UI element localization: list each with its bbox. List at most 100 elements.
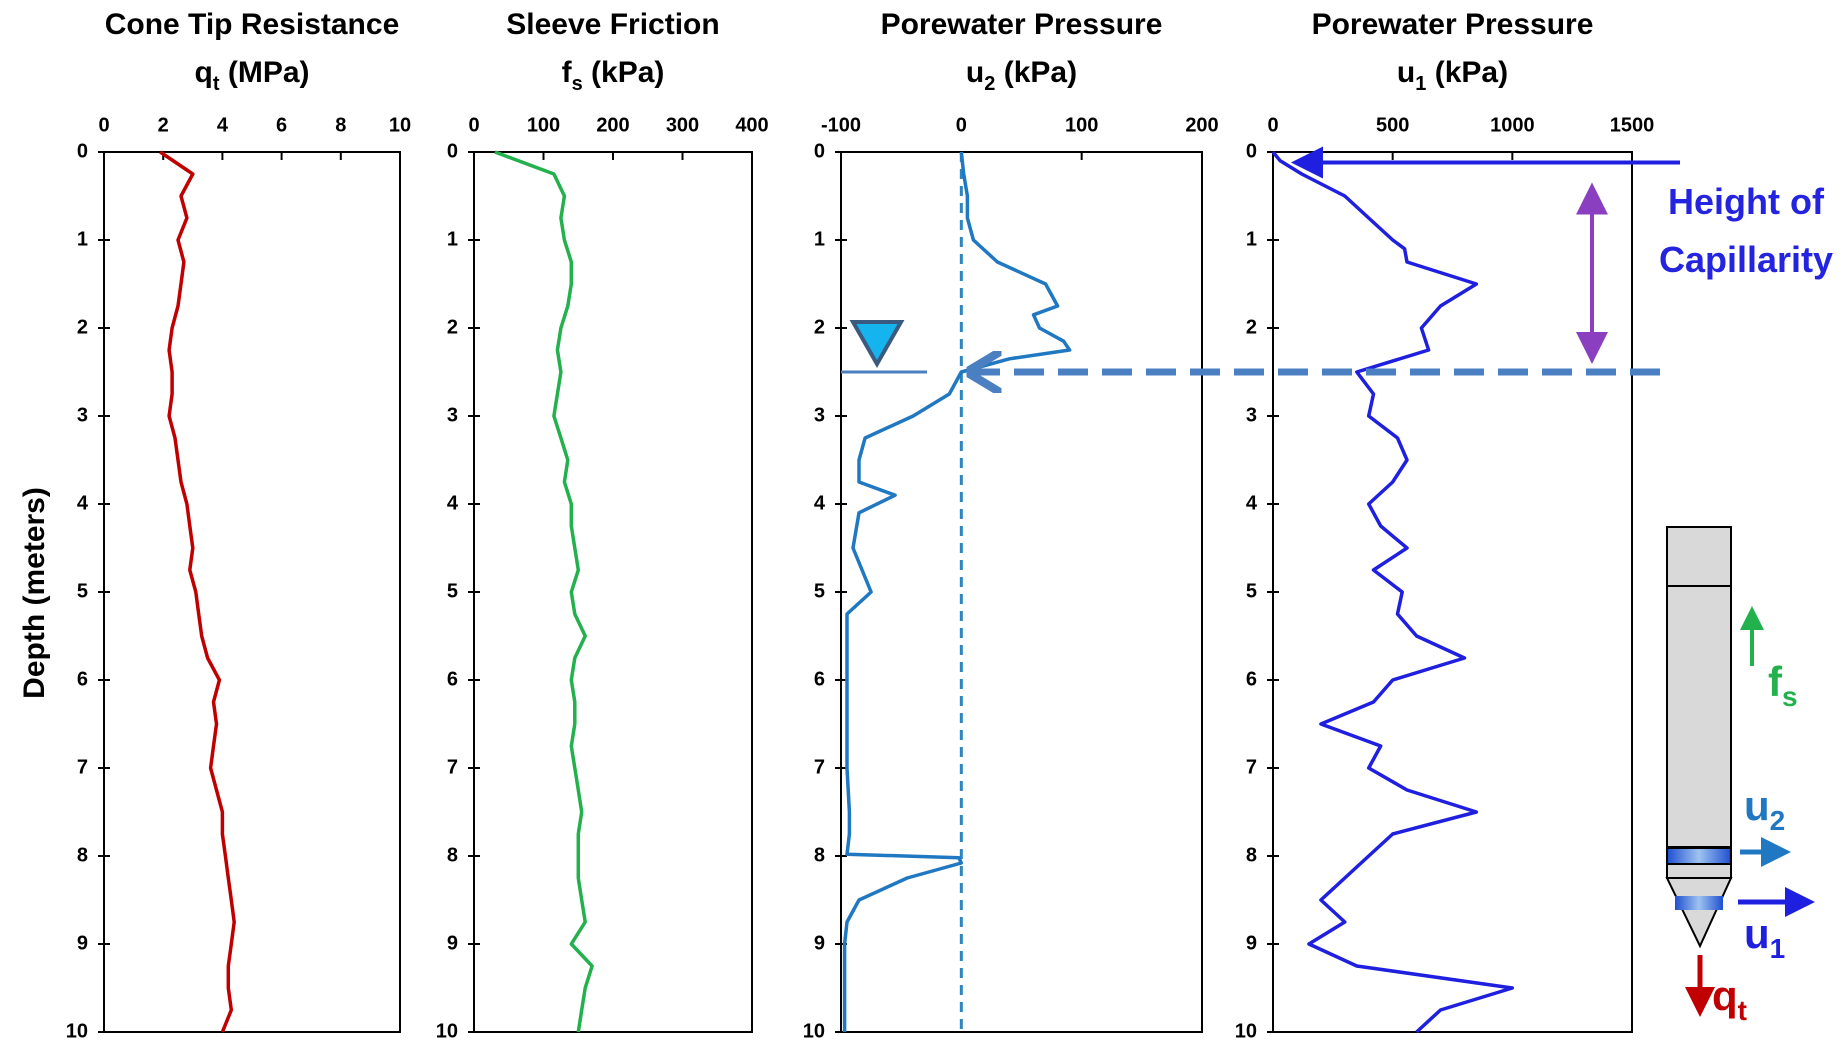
x-label-subscript: 1: [1415, 73, 1426, 95]
chart-title: Porewater Pressure: [881, 8, 1163, 41]
chart-title: Cone Tip Resistance: [105, 8, 400, 41]
x-tick-label: 500: [1376, 114, 1409, 136]
x-tick-label: -100: [821, 114, 861, 136]
x-tick-label: 10: [389, 114, 411, 136]
y-tick-label: 5: [814, 580, 825, 602]
y-tick-label: 10: [803, 1020, 825, 1042]
y-tick-label: 2: [814, 316, 825, 338]
x-axis-label: fs (kPa): [562, 56, 665, 95]
x-tick-label: 100: [527, 114, 560, 136]
x-label-symbol: q: [195, 56, 213, 89]
x-label-subscript: s: [572, 73, 583, 95]
y-tick-label: 1: [77, 228, 88, 250]
plot-frame: [1272, 151, 1633, 1033]
probe-diagram: [1665, 526, 1815, 1017]
y-tick-label: 0: [77, 140, 88, 162]
x-tick-label: 100: [1065, 114, 1098, 136]
qt-label: qt: [1712, 972, 1747, 1026]
x-label-unit: (kPa): [1426, 56, 1508, 89]
y-tick-label: 4: [77, 492, 89, 514]
x-axis-label: u1 (kPa): [1397, 56, 1508, 95]
x-axis-label: qt (MPa): [195, 56, 310, 95]
y-tick-label: 4: [447, 492, 459, 514]
y-tick-label: 6: [447, 668, 458, 690]
u2-label: u2: [1744, 782, 1785, 836]
y-tick-label: 7: [447, 756, 458, 778]
x-tick-label: 200: [1185, 114, 1218, 136]
x-tick-label: 1000: [1490, 114, 1535, 136]
fs-label: fs: [1768, 658, 1798, 712]
y-tick-label: 10: [436, 1020, 458, 1042]
y-tick-label: 1: [1246, 228, 1257, 250]
y-tick-label: 0: [447, 140, 458, 162]
plot-frame: [840, 151, 1203, 1033]
water-table-symbol: [849, 320, 905, 369]
y-tick-label: 10: [1235, 1020, 1257, 1042]
x-tick-label: 0: [468, 114, 479, 136]
y-tick-label: 2: [77, 316, 88, 338]
y-tick-label: 6: [1246, 668, 1257, 690]
y-tick-label: 6: [814, 668, 825, 690]
x-tick-label: 4: [217, 114, 229, 136]
y-tick-label: 4: [1246, 492, 1258, 514]
plot-frame: [103, 151, 401, 1033]
x-label-symbol: u: [966, 56, 984, 89]
x-tick-label: 0: [956, 114, 967, 136]
y-tick-label: 5: [77, 580, 88, 602]
y-tick-label: 1: [814, 228, 825, 250]
y-tick-label: 0: [814, 140, 825, 162]
y-tick-label: 7: [77, 756, 88, 778]
plot-frame: [473, 151, 753, 1033]
data-line: [1271, 150, 1515, 1034]
x-label-subscript: 2: [984, 73, 995, 95]
y-tick-label: 5: [447, 580, 458, 602]
data-line: [494, 150, 594, 1033]
x-label-unit: (MPa): [220, 56, 310, 89]
y-tick-label: 9: [814, 932, 825, 954]
y-tick-label: 8: [814, 844, 825, 866]
x-tick-label: 400: [735, 114, 768, 136]
depth-label: Depth (meters): [18, 487, 51, 699]
x-tick-label: 300: [666, 114, 699, 136]
x-label-unit: (kPa): [583, 56, 665, 89]
y-tick-label: 6: [77, 668, 88, 690]
y-tick-label: 3: [1246, 404, 1257, 426]
x-tick-label: 0: [98, 114, 109, 136]
x-tick-label: 0: [1267, 114, 1278, 136]
y-tick-label: 2: [447, 316, 458, 338]
y-tick-label: 0: [1246, 140, 1257, 162]
y-tick-label: 10: [66, 1020, 88, 1042]
x-label-unit: (kPa): [995, 56, 1077, 89]
y-tick-label: 1: [447, 228, 458, 250]
data-line: [842, 151, 1072, 1032]
y-tick-label: 4: [814, 492, 826, 514]
y-tick-label: 7: [1246, 756, 1257, 778]
y-tick-label: 7: [814, 756, 825, 778]
y-tick-label: 2: [1246, 316, 1257, 338]
x-tick-label: 6: [276, 114, 287, 136]
x-tick-label: 8: [335, 114, 346, 136]
x-label-subscript: t: [213, 73, 220, 95]
y-tick-label: 8: [77, 844, 88, 866]
y-tick-label: 9: [1246, 932, 1257, 954]
x-tick-label: 2: [158, 114, 169, 136]
x-label-symbol: u: [1397, 56, 1415, 89]
annotation: Capillarity: [1659, 239, 1833, 280]
x-tick-label: 200: [596, 114, 629, 136]
x-tick-label: 1500: [1610, 114, 1655, 136]
chart-title: Sleeve Friction: [506, 8, 719, 41]
y-tick-label: 8: [1246, 844, 1257, 866]
x-label-symbol: f: [562, 56, 573, 89]
y-tick-label: 8: [447, 844, 458, 866]
annotation: Height of: [1668, 181, 1825, 222]
chart-title: Porewater Pressure: [1312, 8, 1594, 41]
y-tick-label: 3: [814, 404, 825, 426]
y-tick-label: 9: [77, 932, 88, 954]
y-tick-label: 5: [1246, 580, 1257, 602]
u1-label: u1: [1744, 910, 1785, 964]
y-tick-label: 3: [77, 404, 88, 426]
data-line: [159, 150, 236, 1033]
y-tick-label: 3: [447, 404, 458, 426]
y-tick-label: 9: [447, 932, 458, 954]
